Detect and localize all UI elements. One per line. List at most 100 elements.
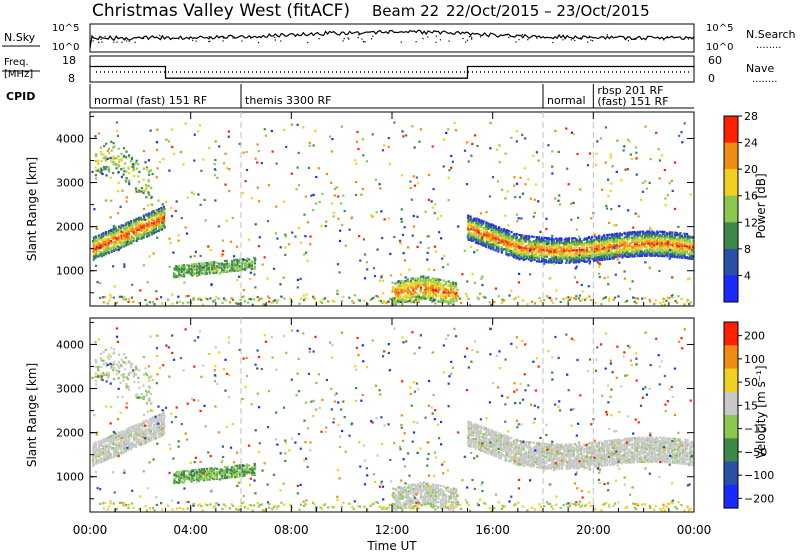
cpid-segment-label: themis 3300 RF: [245, 94, 332, 107]
power-cell: [588, 241, 591, 244]
velocity-cell: [117, 370, 121, 373]
power-cell: [152, 252, 155, 255]
power-cell: [658, 247, 661, 250]
power-cell: [130, 220, 133, 223]
power-cell: [305, 293, 308, 296]
power-cell: [557, 256, 560, 259]
power-cell: [380, 210, 383, 213]
power-cell: [207, 245, 210, 248]
velocity-cell: [130, 371, 133, 374]
power-cell: [489, 247, 492, 250]
velocity-cell: [426, 496, 429, 499]
velocity-cell: [185, 469, 188, 473]
power-cell: [507, 236, 510, 239]
power-cell: [512, 245, 515, 248]
velocity-cell: [163, 417, 166, 420]
velocity-cell: [102, 363, 105, 366]
power-cell: [523, 240, 526, 243]
noise-panel: N.Sky 10^5 10^0 10^5 10^0 N.Search .....…: [2, 23, 796, 53]
power-cell: [475, 238, 478, 241]
power-cell: [689, 252, 692, 255]
power-cell: [522, 234, 525, 237]
power-cell: [411, 287, 415, 290]
power-cell: [663, 230, 666, 233]
power-cell: [583, 243, 586, 246]
power-cell: [185, 295, 188, 298]
power-cell: [487, 236, 490, 239]
power-cell: [598, 275, 601, 279]
power-cell: [504, 152, 507, 155]
power-cell: [92, 255, 95, 258]
velocity-cell: [427, 499, 430, 502]
velocity-cell: [182, 473, 185, 476]
velocity-cell: [414, 491, 417, 494]
power-cell: [573, 276, 577, 279]
power-cell: [225, 219, 228, 222]
power-cell: [470, 227, 473, 230]
power-cell: [472, 238, 476, 241]
power-cell: [102, 233, 105, 236]
power-cell: [156, 218, 159, 222]
power-cell: [315, 202, 318, 205]
power-cell: [529, 273, 532, 276]
power-cell: [384, 301, 387, 305]
power-cell: [355, 181, 358, 184]
power-cell: [333, 188, 336, 191]
power-cell: [583, 238, 586, 241]
power-cell: [618, 233, 621, 236]
power-cell: [165, 138, 168, 141]
power-cell: [540, 248, 543, 251]
power-cell: [399, 301, 402, 304]
power-cell: [482, 220, 485, 223]
power-cell: [467, 238, 470, 241]
power-cell: [142, 264, 145, 267]
velocity-cell: [110, 439, 113, 442]
power-cell: [562, 249, 566, 252]
power-cell: [163, 226, 166, 229]
power-cell: [610, 253, 613, 256]
power-cell: [643, 252, 646, 255]
power-cell: [557, 199, 560, 202]
power-cell: [562, 248, 565, 251]
power-cell: [596, 245, 599, 248]
power-cell: [664, 197, 667, 200]
power-cell: [575, 258, 578, 261]
power-cell: [566, 252, 569, 255]
power-cell: [648, 298, 651, 301]
power-cell: [676, 233, 679, 236]
power-cell: [435, 285, 438, 288]
power-cell: [352, 301, 355, 305]
power-cell: [110, 149, 113, 152]
power-cell: [225, 259, 228, 262]
power-cell: [573, 237, 576, 240]
power-cell: [547, 241, 550, 244]
velocity-cell: [412, 493, 415, 496]
power-cell: [570, 296, 573, 299]
power-cell: [490, 243, 493, 246]
power-cell: [613, 246, 616, 249]
noise-search-dot: [208, 36, 210, 38]
power-cell: [525, 234, 528, 238]
power-cell: [389, 297, 392, 300]
power-cell: [140, 224, 143, 227]
power-cell: [684, 236, 687, 239]
power-cell: [402, 295, 405, 299]
nave-legend: ........: [752, 74, 777, 85]
power-cell: [117, 236, 120, 239]
power-cell: [236, 302, 239, 305]
power-cell: [598, 237, 601, 240]
colorbar-swatch: [724, 222, 738, 250]
power-cell: [140, 229, 143, 233]
power-cell: [671, 238, 674, 241]
power-cell: [638, 245, 641, 248]
cpid-segment-label: normal (fast) 151 RF: [94, 94, 207, 107]
velocity-cell: [117, 364, 120, 367]
power-cell: [404, 299, 407, 302]
power-cell: [150, 233, 153, 236]
velocity-cell: [130, 441, 133, 444]
power-cell: [112, 248, 115, 251]
velocity-cell: [137, 376, 140, 379]
power-cell: [387, 145, 390, 149]
power-cell: [426, 258, 429, 261]
power-cell: [600, 256, 603, 259]
